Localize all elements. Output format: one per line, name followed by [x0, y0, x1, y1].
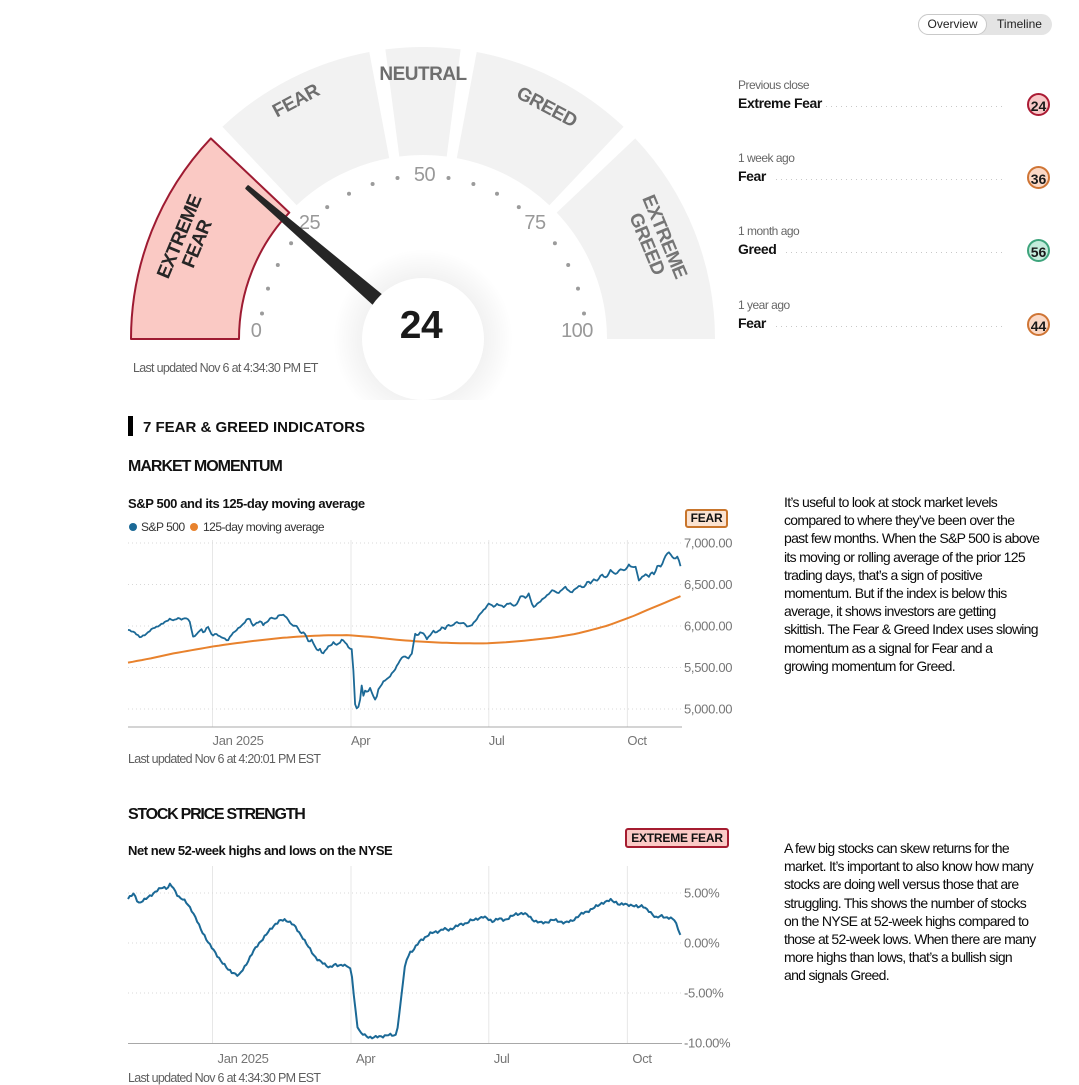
svg-text:-10.00%: -10.00% [684, 1036, 731, 1051]
svg-text:5,500.00: 5,500.00 [684, 660, 732, 675]
svg-text:0: 0 [251, 320, 262, 342]
svg-text:24: 24 [400, 304, 443, 347]
svg-text:Jul: Jul [489, 733, 505, 748]
svg-text:5,000.00: 5,000.00 [684, 702, 732, 717]
svg-text:25: 25 [299, 212, 321, 234]
svg-text:Jan 2025: Jan 2025 [218, 1051, 269, 1066]
svg-text:-5.00%: -5.00% [684, 986, 724, 1001]
svg-text:Oct: Oct [632, 1051, 652, 1066]
svg-text:Oct: Oct [627, 733, 647, 748]
svg-text:Apr: Apr [356, 1051, 376, 1066]
svg-text:75: 75 [524, 212, 546, 234]
svg-text:7,000.00: 7,000.00 [684, 536, 732, 551]
svg-text:0.00%: 0.00% [684, 936, 720, 951]
svg-text:Jan 2025: Jan 2025 [213, 733, 264, 748]
svg-text:Jul: Jul [494, 1051, 510, 1066]
svg-text:5.00%: 5.00% [684, 886, 720, 901]
svg-text:6,500.00: 6,500.00 [684, 577, 732, 592]
svg-text:100: 100 [561, 320, 593, 342]
svg-text:50: 50 [414, 164, 436, 186]
svg-text:6,000.00: 6,000.00 [684, 619, 732, 634]
svg-text:Apr: Apr [351, 733, 371, 748]
svg-text:NEUTRAL: NEUTRAL [379, 64, 467, 85]
